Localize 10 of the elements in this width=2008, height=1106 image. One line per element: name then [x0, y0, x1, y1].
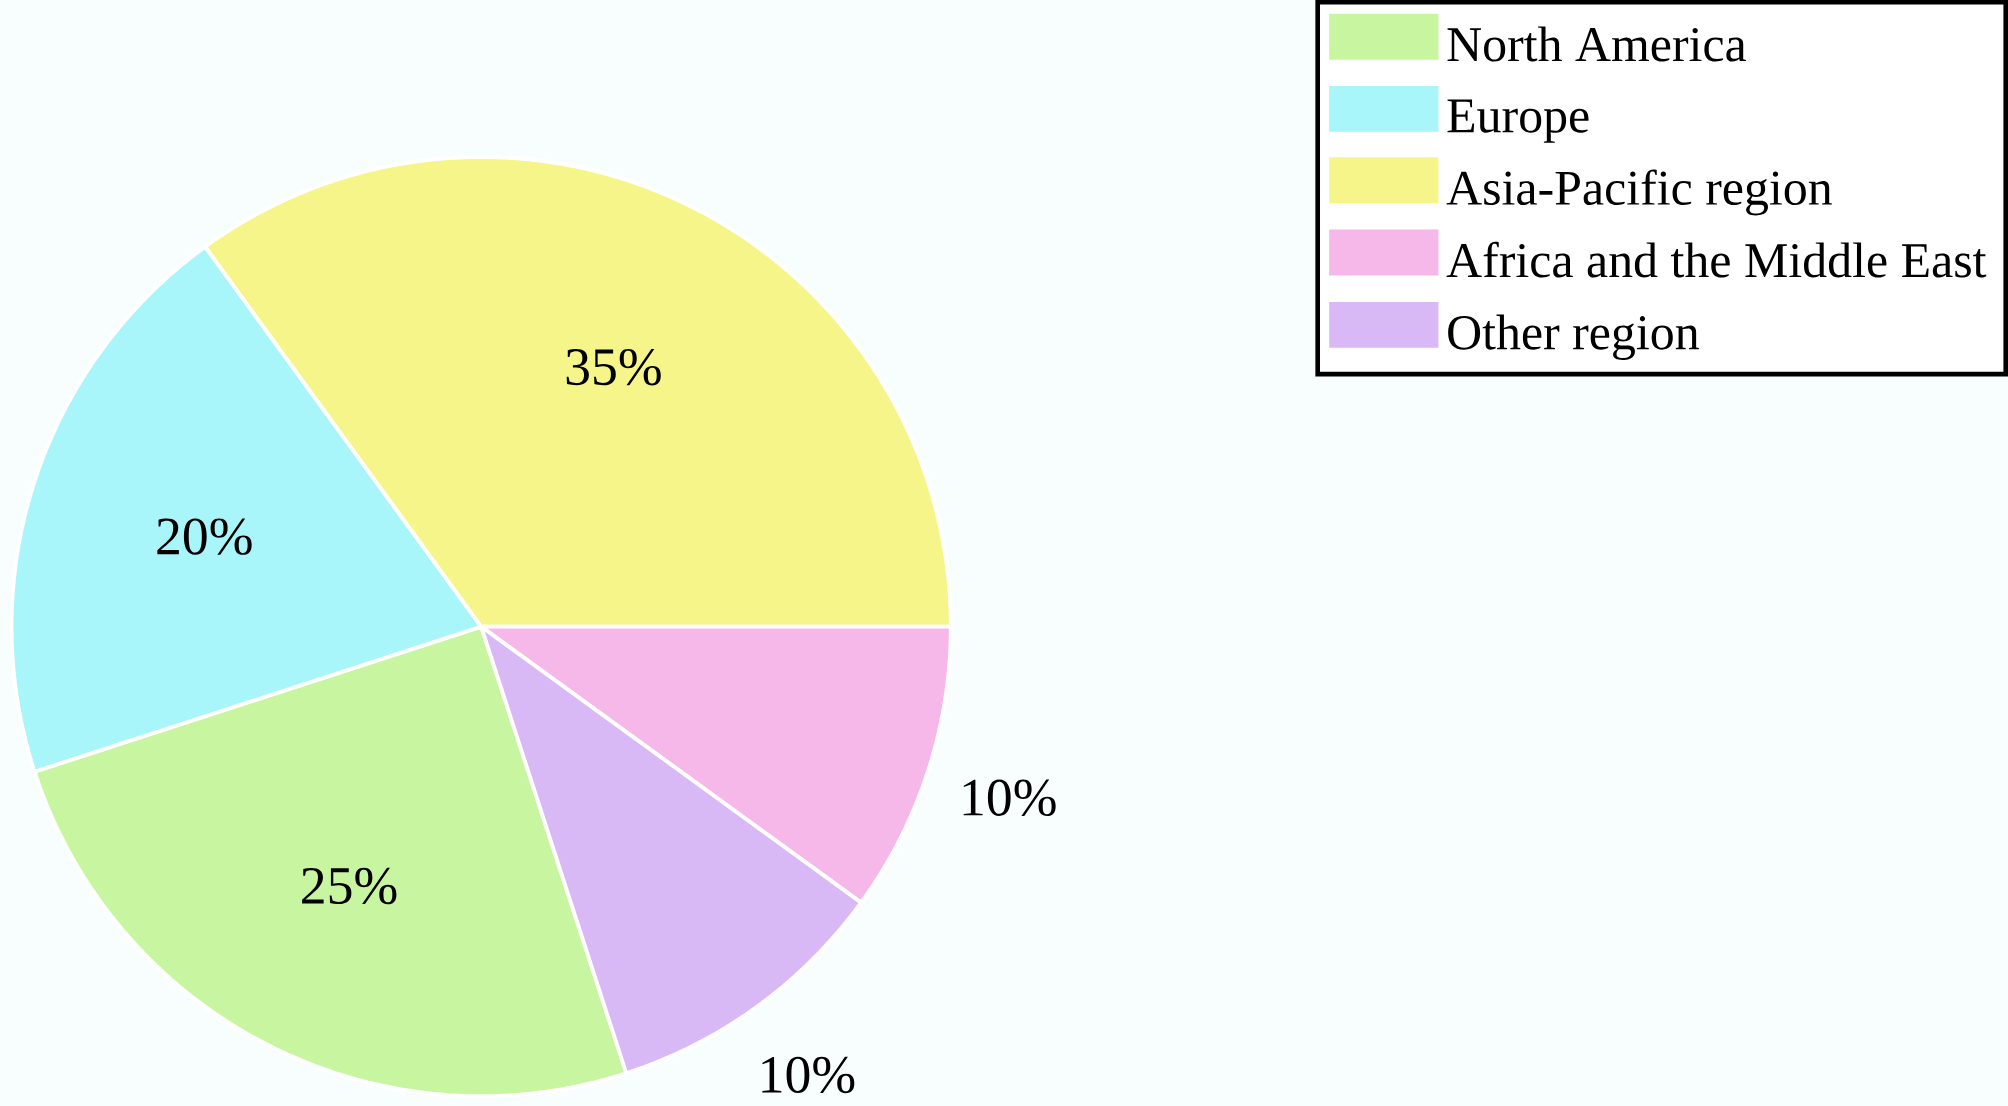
legend-label: Asia-Pacific region: [1446, 169, 1832, 216]
data-label: 25%: [302, 867, 397, 905]
legend-label: Europe: [1447, 99, 1589, 143]
data-label: 10%: [963, 779, 1056, 817]
legend-label: Other region: [1448, 314, 1699, 360]
legend-label: Africa and the Middle East: [1446, 241, 1987, 278]
data-label: 10%: [762, 1056, 855, 1094]
data-label: 35%: [566, 348, 661, 386]
legend-label: North America: [1447, 26, 1747, 62]
data-label: 20%: [157, 518, 252, 555]
